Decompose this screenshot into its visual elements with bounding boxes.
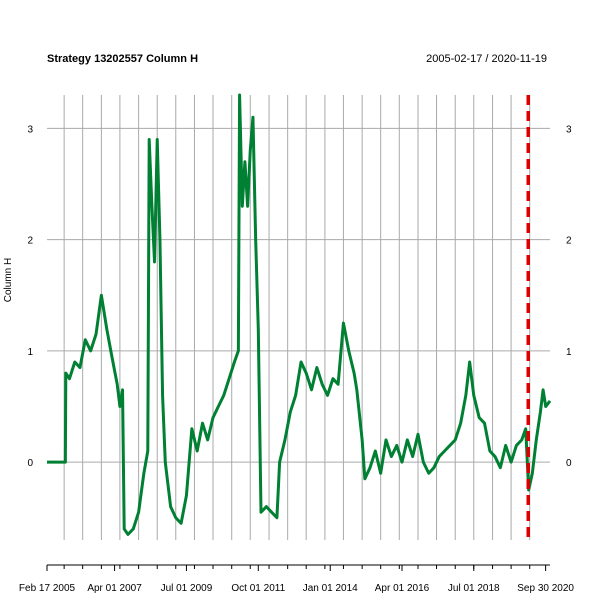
chart-date-range: 2005-02-17 / 2020-11-19 xyxy=(426,53,547,65)
horizontal-gridlines xyxy=(47,127,550,463)
x-tick-label: Apr 01 2007 xyxy=(87,583,142,594)
x-tick-label: Feb 17 2005 xyxy=(19,583,76,594)
x-tick-label: Jan 01 2014 xyxy=(303,583,358,594)
y-axis-title: Column H xyxy=(3,258,14,302)
x-axis: Feb 17 2005 Apr 01 2007 Jul 01 2009 Oct 01 … xyxy=(19,564,574,594)
y-tick-label-left: 1 xyxy=(27,347,33,358)
y-axis-left: 0 1 2 3 xyxy=(27,124,33,469)
y-tick-label-left: 0 xyxy=(27,458,33,469)
x-tick-label: Oct 01 2011 xyxy=(231,583,285,594)
vertical-gridlines xyxy=(63,95,531,540)
chart-title: Strategy 13202557 Column H xyxy=(47,53,198,65)
x-tick-label: Jul 01 2018 xyxy=(448,583,500,594)
x-tick-label: Jul 01 2009 xyxy=(161,583,213,594)
series-line xyxy=(47,93,552,536)
y-tick-label-left: 2 xyxy=(27,236,33,247)
y-axis-right: 0 1 2 3 xyxy=(566,124,572,469)
series-layer xyxy=(47,93,552,536)
y-tick-label-left: 3 xyxy=(27,124,33,135)
y-tick-label-right: 2 xyxy=(566,236,572,247)
x-tick-label: Apr 01 2016 xyxy=(375,583,430,594)
y-tick-label-right: 0 xyxy=(566,458,572,469)
y-tick-label-right: 3 xyxy=(566,124,572,135)
x-tick-label: Sep 30 2020 xyxy=(517,583,574,594)
y-tick-label-right: 1 xyxy=(566,347,572,358)
